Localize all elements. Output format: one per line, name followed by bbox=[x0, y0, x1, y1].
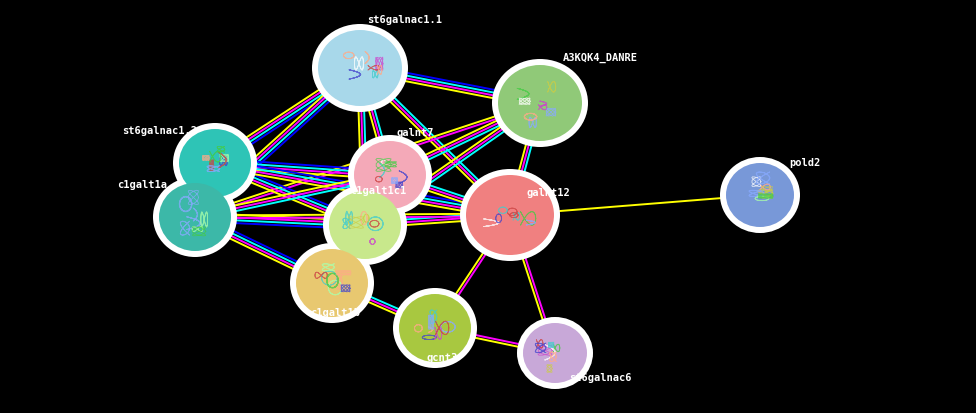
Ellipse shape bbox=[399, 294, 471, 362]
Ellipse shape bbox=[466, 175, 554, 255]
Text: gcnt3: gcnt3 bbox=[427, 353, 458, 363]
Ellipse shape bbox=[348, 135, 432, 215]
Ellipse shape bbox=[173, 123, 257, 203]
Text: A3KQK4_DANRE: A3KQK4_DANRE bbox=[562, 53, 637, 63]
Ellipse shape bbox=[492, 59, 588, 147]
Ellipse shape bbox=[354, 141, 426, 209]
Text: galnt7: galnt7 bbox=[396, 128, 433, 138]
Ellipse shape bbox=[153, 177, 237, 257]
Ellipse shape bbox=[159, 183, 231, 251]
Ellipse shape bbox=[290, 243, 374, 323]
Ellipse shape bbox=[312, 24, 408, 112]
Text: c1galt1c1: c1galt1c1 bbox=[349, 186, 406, 196]
Ellipse shape bbox=[517, 317, 593, 389]
Ellipse shape bbox=[296, 249, 368, 317]
Text: st6galnac1.2: st6galnac1.2 bbox=[123, 126, 197, 136]
Ellipse shape bbox=[460, 169, 560, 261]
Ellipse shape bbox=[523, 323, 587, 383]
Ellipse shape bbox=[498, 65, 582, 141]
Ellipse shape bbox=[393, 288, 477, 368]
Text: galnt12: galnt12 bbox=[526, 188, 570, 198]
Ellipse shape bbox=[329, 191, 401, 259]
Ellipse shape bbox=[323, 185, 407, 265]
Ellipse shape bbox=[720, 157, 800, 233]
Ellipse shape bbox=[318, 30, 402, 106]
Text: st6galnac6: st6galnac6 bbox=[569, 373, 631, 383]
Text: pold2: pold2 bbox=[790, 158, 821, 168]
Text: c1galt1b: c1galt1b bbox=[310, 308, 360, 318]
Ellipse shape bbox=[179, 129, 251, 197]
Text: st6galnac1.1: st6galnac1.1 bbox=[368, 15, 442, 25]
Ellipse shape bbox=[726, 163, 794, 227]
Text: c1galt1a: c1galt1a bbox=[117, 180, 167, 190]
